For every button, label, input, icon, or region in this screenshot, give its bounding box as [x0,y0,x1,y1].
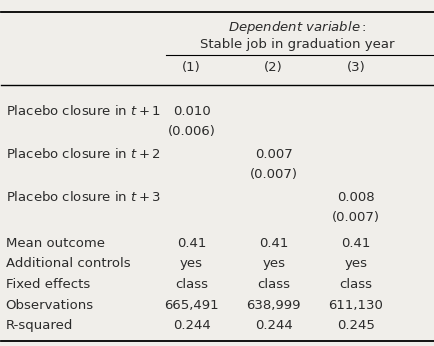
Text: 611,130: 611,130 [328,299,382,312]
Text: yes: yes [180,257,203,271]
Text: yes: yes [344,257,366,271]
Text: (1): (1) [182,61,201,74]
Text: 0.010: 0.010 [172,105,210,118]
Text: (3): (3) [345,61,365,74]
Text: 0.007: 0.007 [254,148,292,161]
Text: Mean outcome: Mean outcome [6,237,105,250]
Text: yes: yes [262,257,285,271]
Text: (2): (2) [264,61,283,74]
Text: 0.245: 0.245 [336,319,374,332]
Text: 0.008: 0.008 [336,191,374,203]
Text: Placebo closure in $t+3$: Placebo closure in $t+3$ [6,190,161,204]
Text: 0.244: 0.244 [254,319,292,332]
Text: (0.007): (0.007) [331,211,379,224]
Text: Placebo closure in $t+2$: Placebo closure in $t+2$ [6,147,160,161]
Text: 665,491: 665,491 [164,299,218,312]
Text: 0.41: 0.41 [258,237,288,250]
Text: 0.41: 0.41 [340,237,370,250]
Text: (0.007): (0.007) [249,168,297,181]
Text: 638,999: 638,999 [246,299,300,312]
Text: class: class [339,278,372,291]
Text: Stable job in graduation year: Stable job in graduation year [200,38,394,51]
Text: (0.006): (0.006) [167,125,215,138]
Text: $\it{Dependent\ variable:}$: $\it{Dependent\ variable:}$ [227,19,366,36]
Text: Additional controls: Additional controls [6,257,130,271]
Text: Observations: Observations [6,299,94,312]
Text: Placebo closure in $t+1$: Placebo closure in $t+1$ [6,104,161,118]
Text: class: class [256,278,289,291]
Text: 0.41: 0.41 [177,237,206,250]
Text: 0.244: 0.244 [172,319,210,332]
Text: R-squared: R-squared [6,319,73,332]
Text: Fixed effects: Fixed effects [6,278,90,291]
Text: class: class [174,278,207,291]
